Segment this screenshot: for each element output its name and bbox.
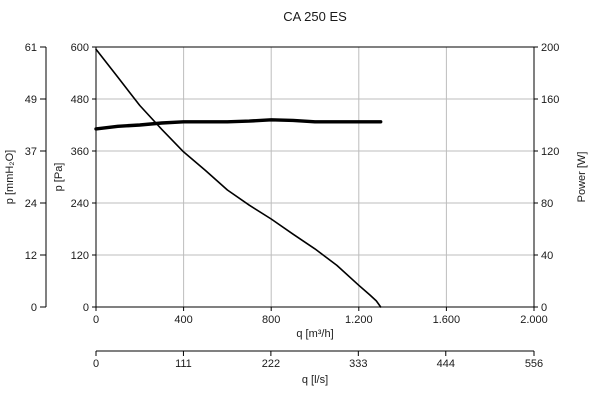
y-axis-label-pa: p [Pa] xyxy=(53,163,65,192)
y-pa-tick-label: 600 xyxy=(71,42,89,54)
y-power-tick-label: 80 xyxy=(541,198,553,210)
y-mmh2o-tick-label: 49 xyxy=(25,94,37,106)
y-mmh2o-tick-label: 24 xyxy=(25,198,37,210)
y-mmh2o-tick-label: 12 xyxy=(25,250,37,262)
y-pa-tick-label: 480 xyxy=(71,94,89,106)
x2-tick-label: 222 xyxy=(262,358,280,370)
chart-title: CA 250 ES xyxy=(283,9,347,24)
grid-layer xyxy=(95,46,535,308)
power-curve xyxy=(94,118,383,131)
y-mmh2o-tick-label: 37 xyxy=(25,146,37,158)
y-axis-label-mmh2o: p [mmH₂O] xyxy=(4,150,16,204)
x-tick-label: 0 xyxy=(93,314,99,326)
x-tick-label: 800 xyxy=(262,314,280,326)
y-pa-tick-label: 120 xyxy=(71,250,89,262)
y-power-tick-label: 40 xyxy=(541,250,553,262)
x-axis-label: q [m³/h] xyxy=(296,328,333,340)
x2-tick-label: 0 xyxy=(93,358,99,370)
y-power-tick-label: 200 xyxy=(541,42,559,54)
x2-tick-label: 556 xyxy=(525,358,543,370)
y-pa-tick-label: 0 xyxy=(83,302,89,314)
y-power-tick-label: 0 xyxy=(541,302,547,314)
x2-tick-label: 333 xyxy=(349,358,367,370)
y-power-tick-label: 160 xyxy=(541,94,559,106)
y-mmh2o-tick-label: 61 xyxy=(25,42,37,54)
y-power-tick-label: 120 xyxy=(541,146,559,158)
x-tick-label: 1.200 xyxy=(345,314,373,326)
x-tick-label: 1.600 xyxy=(433,314,461,326)
pressure-curve xyxy=(95,48,382,308)
x2-tick-label: 444 xyxy=(437,358,455,370)
y-pa-tick-label: 360 xyxy=(71,146,89,158)
plot-frame xyxy=(95,46,535,308)
y-pa-tick-label: 240 xyxy=(71,198,89,210)
x2-axis-label: q [l/s] xyxy=(302,374,328,386)
x-tick-label: 2.000 xyxy=(520,314,548,326)
series-layer xyxy=(94,48,383,308)
y-mmh2o-tick-label: 0 xyxy=(31,302,37,314)
x2-tick-label: 111 xyxy=(175,358,192,370)
y-axis-label-power: Power [W] xyxy=(576,152,588,203)
x-tick-label: 400 xyxy=(174,314,192,326)
